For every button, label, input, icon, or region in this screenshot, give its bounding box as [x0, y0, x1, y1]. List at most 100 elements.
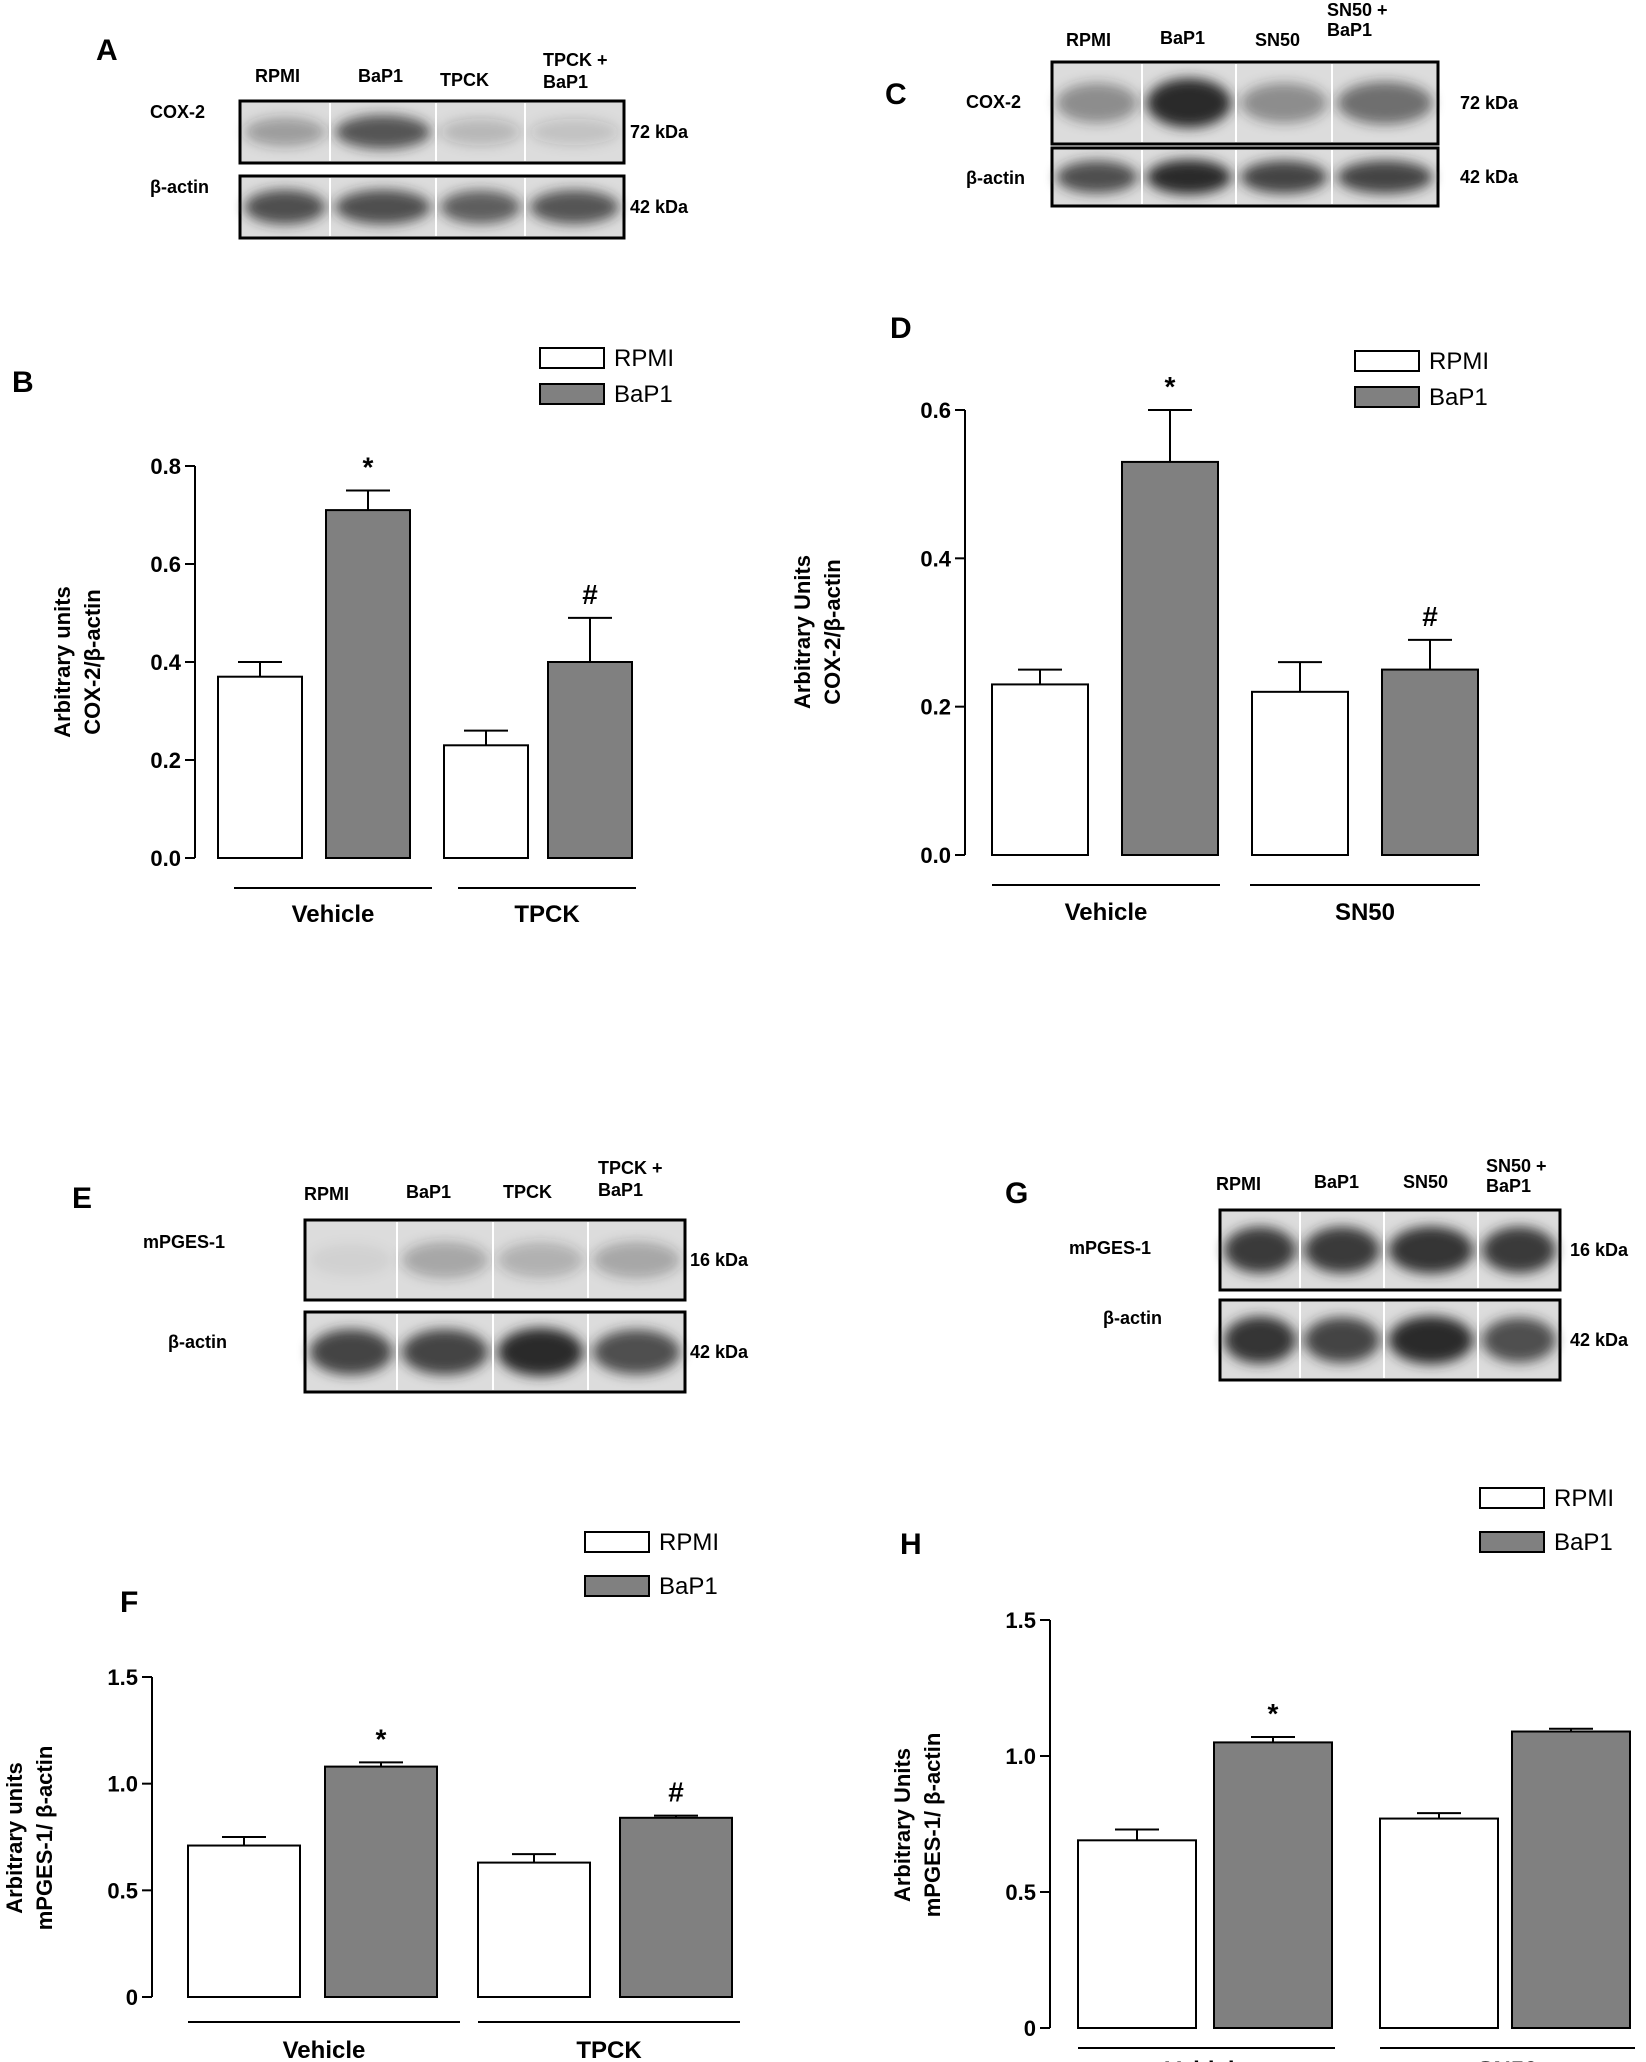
y-axis-label: Arbitrary Units COX-2/β-actin — [790, 555, 845, 709]
blot-band — [1240, 82, 1328, 124]
y-tick-label: 0.0 — [920, 843, 951, 868]
bar-bap1-vehicle — [1213, 1741, 1333, 2030]
legend-label-rpmi: RPMI — [614, 345, 674, 372]
blot-band — [401, 1241, 489, 1279]
lane-label: BaP1 — [1160, 28, 1205, 48]
bar-rpmi-tpck — [477, 1861, 591, 1998]
panel-label-f: F — [120, 1586, 138, 1619]
blot-band — [1304, 1226, 1380, 1274]
bar-rpmi-vehicle — [991, 683, 1089, 857]
molecular-weight-label: 42 kDa — [630, 197, 689, 217]
blot-band — [1388, 1226, 1474, 1274]
y-tick-label: 1.0 — [1005, 1744, 1036, 1769]
y-axis-label-line: Arbitrary Units — [790, 555, 815, 709]
y-tick-label: 1.5 — [107, 1665, 138, 1690]
group-label: SN50 — [1335, 899, 1395, 926]
y-tick-label: 0.5 — [1005, 1880, 1036, 1905]
lane-label-line: RPMI — [1216, 1174, 1261, 1194]
blot-band — [335, 114, 431, 150]
significance-marker: * — [363, 452, 374, 483]
blot-band — [592, 1329, 681, 1375]
blot-band — [1146, 159, 1232, 195]
blot-band — [529, 118, 620, 146]
bar-bap1-vehicle — [1121, 460, 1219, 856]
blot-band — [1482, 1226, 1556, 1274]
y-tick-label: 0.8 — [150, 454, 181, 479]
panel-label-b: B — [12, 366, 34, 399]
legend-label-bap1: BaP1 — [1429, 384, 1488, 411]
bar-rpmi-tpck — [443, 744, 529, 859]
bar-rpmi-vehicle — [217, 675, 303, 860]
panel-label-c: C — [885, 78, 907, 111]
y-axis-label: Arbitrary Units mPGES-1/ β-actin — [890, 1733, 945, 1918]
significance-marker: * — [1165, 371, 1176, 402]
lane-label-line: BaP1 — [1486, 1176, 1531, 1196]
lane-label-line: BaP1 — [406, 1182, 451, 1202]
panel-label-e: E — [72, 1182, 92, 1215]
y-axis-label-line: Arbitrary Units — [890, 1748, 915, 1902]
bar-chart-b: B 0.0 0.2 0.4 0.6 0.8 Arbitrary units COX-2/β-a… — [12, 345, 674, 928]
group-label: Vehicle — [1065, 899, 1148, 926]
lane-label-line: BaP1 — [1160, 28, 1205, 48]
y-axis-label-line: Arbitrary units — [2, 1762, 27, 1914]
lane-label: TPCK + BaP1 — [598, 1158, 663, 1200]
bar-bap1-sn50 — [1381, 668, 1479, 856]
lane-label-line: TPCK + — [543, 50, 608, 70]
blot-row-label: mPGES-1 — [1069, 1238, 1151, 1258]
lane-label: SN50 — [1403, 1172, 1448, 1192]
y-tick-label: 0.5 — [107, 1878, 138, 1903]
lane-label-line: RPMI — [1066, 30, 1111, 50]
molecular-weight-label: 42 kDa — [1460, 167, 1519, 187]
blot-band — [309, 1243, 393, 1277]
significance-marker: # — [1422, 601, 1438, 632]
legend-swatch-bap1 — [584, 1575, 650, 1597]
lane-label-line: SN50 — [1403, 1172, 1448, 1192]
y-axis-label-line: COX-2/β-actin — [820, 559, 845, 704]
panel-label-h: H — [900, 1528, 922, 1561]
blot-band — [244, 189, 326, 225]
blot-row-label: COX-2 — [150, 102, 205, 122]
lane-label-line: SN50 — [1255, 30, 1300, 50]
y-tick-label: 0.6 — [920, 398, 951, 423]
legend-label-bap1: BaP1 — [659, 1573, 718, 1600]
group-label: Vehicle — [1165, 2057, 1248, 2062]
molecular-weight-label: 42 kDa — [690, 1342, 749, 1362]
lane-label-line: BaP1 — [1314, 1172, 1359, 1192]
blot-band — [401, 1329, 489, 1375]
lane-label-line: RPMI — [255, 66, 300, 86]
blot-band — [1056, 160, 1138, 194]
group-label: Vehicle — [292, 901, 375, 928]
blot-row-label: β-actin — [150, 177, 209, 197]
blot-band — [1056, 82, 1138, 124]
bar-rpmi-vehicle — [1077, 1839, 1197, 2029]
blot-row-label: mPGES-1 — [143, 1232, 225, 1252]
lane-label: RPMI — [1066, 30, 1111, 50]
y-tick-label: 0.4 — [150, 650, 181, 675]
y-tick-label: 0.4 — [920, 546, 951, 571]
lane-label: RPMI — [1216, 1174, 1261, 1194]
lane-label: BaP1 — [1314, 1172, 1359, 1192]
bar-bap1-vehicle — [324, 1765, 438, 1998]
panel-label-a: A — [96, 34, 118, 67]
legend-label-bap1: BaP1 — [1554, 1529, 1613, 1556]
panel-label-d: D — [890, 312, 912, 345]
bar-rpmi-sn50 — [1251, 690, 1349, 856]
molecular-weight-label: 16 kDa — [690, 1250, 749, 1270]
blot-band — [592, 1241, 681, 1279]
molecular-weight-label: 42 kDa — [1570, 1330, 1629, 1350]
legend-label-rpmi: RPMI — [1429, 348, 1489, 375]
molecular-weight-label: 72 kDa — [630, 122, 689, 142]
legend-swatch-bap1 — [1354, 386, 1420, 408]
molecular-weight-label: 16 kDa — [1570, 1240, 1629, 1260]
y-axis-label-line: mPGES-1/ β-actin — [32, 1746, 57, 1931]
y-tick-label: 0 — [126, 1985, 138, 2010]
lane-label: RPMI — [255, 66, 300, 86]
y-tick-label: 1.0 — [107, 1772, 138, 1797]
blot-band — [1482, 1317, 1556, 1363]
blot-band — [440, 118, 521, 146]
lane-label: BaP1 — [406, 1182, 451, 1202]
panel-label-g: G — [1005, 1177, 1028, 1210]
